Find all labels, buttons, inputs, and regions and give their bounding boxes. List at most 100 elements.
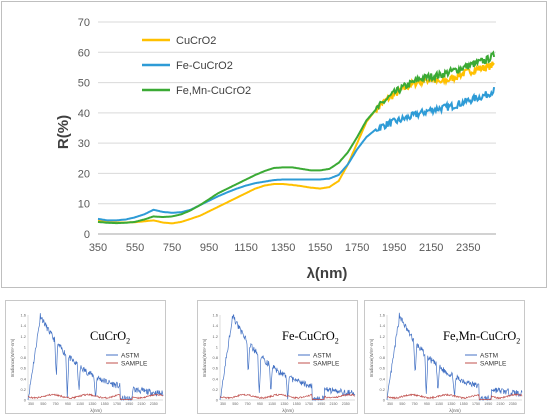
x-tick-label: 1550 — [460, 402, 468, 406]
y-tick-label: 0.8 — [20, 355, 26, 360]
y-axis-label: Irradiance(W/m²·nm) — [202, 338, 207, 377]
x-tick-label: 2150 — [330, 402, 338, 406]
sample-line — [220, 393, 356, 400]
y-tick-label: 1.2 — [379, 334, 385, 339]
x-tick-label: 1150 — [435, 402, 443, 406]
x-tick-label: 1350 — [88, 402, 96, 406]
x-tick-label: 750 — [245, 402, 251, 406]
legend-label: ASTM — [480, 353, 498, 360]
x-tick-label: 950 — [424, 402, 430, 406]
x-tick-label: 750 — [412, 402, 418, 406]
y-tick-label: 1.4 — [379, 323, 385, 328]
series-line-fe-cucro2 — [97, 86, 496, 222]
x-tick-label: 1750 — [113, 402, 121, 406]
x-tick-label: 1750 — [472, 402, 480, 406]
x-axis-label: λ(nm) — [449, 408, 461, 413]
y-tick-label: 0.6 — [20, 366, 26, 371]
y-tick-label: 50 — [78, 78, 90, 90]
y-tick-label: 0.4 — [20, 376, 26, 381]
y-tick-label: 0.4 — [212, 376, 218, 381]
y-tick-label: 1.4 — [20, 323, 26, 328]
y-tick-label: 70 — [78, 17, 90, 29]
x-tick-label: 1350 — [271, 242, 295, 254]
irradiance-panel-cucro2: 0 0.2 0.4 0.6 0.8 1 1.2 1.4 1.6 350 550 750 950 1150 1… — [5, 300, 166, 414]
astm-line — [219, 314, 356, 402]
series-line-cucro2 — [97, 61, 495, 225]
x-tick-label: 2150 — [138, 402, 146, 406]
x-tick-label: 1150 — [76, 402, 84, 406]
x-tick-label: 950 — [200, 242, 218, 254]
y-tick-label: 0.8 — [379, 355, 385, 360]
x-tick-label: 950 — [65, 402, 71, 406]
x-tick-label: 1950 — [484, 402, 492, 406]
x-tick-label: 1950 — [125, 402, 133, 406]
x-tick-label: 1950 — [317, 402, 325, 406]
x-tick-label: 1550 — [308, 242, 332, 254]
irradiance-panel-fe-mn-cucro2: 0 0.2 0.4 0.6 0.8 1 1.2 1.4 1.6 350 550 750 950 1150 1… — [364, 300, 525, 414]
x-tick-label: 2350 — [456, 242, 480, 254]
y-tick-label: 1 — [383, 344, 386, 349]
astm-line — [386, 312, 523, 401]
y-tick-label: 40 — [78, 108, 90, 120]
x-tick-label: 1550 — [293, 402, 301, 406]
irradiance-chart-fe-mn-cucro2: 0 0.2 0.4 0.6 0.8 1 1.2 1.4 1.6 350 550 750 950 1150 1… — [369, 312, 523, 413]
y-tick-label: 1.2 — [212, 334, 218, 339]
x-axis-label: λ(nm) — [282, 408, 294, 413]
x-tick-label: 350 — [28, 402, 34, 406]
y-tick-label: 0.6 — [212, 366, 218, 371]
legend-label: CuCrO2 — [176, 35, 216, 47]
x-tick-label: 2350 — [342, 402, 350, 406]
x-tick-label: 1750 — [345, 242, 369, 254]
x-tick-label: 950 — [257, 402, 263, 406]
irradiance-chart-fe-cucro2: 0 0.2 0.4 0.6 0.8 1 1.2 1.4 1.6 350 550 750 950 1150 1… — [202, 313, 356, 413]
x-tick-label: 1350 — [447, 402, 455, 406]
legend-label: SAMPLE — [480, 361, 507, 368]
y-tick-label: 30 — [78, 138, 90, 150]
sample-line — [28, 393, 164, 400]
x-tick-label: 2350 — [509, 402, 517, 406]
legend-label: SAMPLE — [121, 361, 148, 368]
x-tick-label: 1150 — [268, 402, 276, 406]
y-tick-label: 0.8 — [212, 355, 218, 360]
x-tick-label: 350 — [89, 242, 107, 254]
x-tick-label: 1550 — [101, 402, 109, 406]
panel-title: Fe,Mn-CuCrO2 — [443, 329, 521, 346]
x-tick-label: 350 — [220, 402, 226, 406]
astm-line — [27, 313, 164, 402]
x-tick-label: 2350 — [150, 402, 158, 406]
y-tick-label: 0.2 — [20, 387, 26, 392]
reflectance-chart-panel: 0 10 20 30 40 50 60 70 350 550 750 950 1150 1350 1550 1… — [1, 1, 547, 288]
x-tick-label: 2150 — [497, 402, 505, 406]
x-tick-label: 550 — [40, 402, 46, 406]
y-tick-label: 60 — [78, 47, 90, 59]
x-tick-label: 550 — [126, 242, 144, 254]
legend-label: Fe,Mn-CuCrO2 — [176, 85, 251, 97]
x-tick-label: 750 — [163, 242, 181, 254]
x-axis-label: λ(nm) — [90, 408, 102, 413]
legend-label: SAMPLE — [313, 361, 340, 368]
x-tick-label: 1950 — [382, 242, 406, 254]
panel-title: CuCrO2 — [90, 329, 131, 346]
y-axis-label: Irradiance(W/m²·nm) — [369, 338, 374, 377]
y-tick-label: 1.6 — [379, 313, 385, 318]
y-tick-label: 0.2 — [212, 387, 218, 392]
x-tick-label: 750 — [53, 402, 59, 406]
x-tick-label: 2150 — [419, 242, 443, 254]
x-tick-label: 1150 — [234, 242, 258, 254]
y-tick-label: 0 — [383, 398, 386, 403]
x-axis-label: λ(nm) — [307, 265, 348, 282]
y-tick-label: 0 — [84, 229, 90, 241]
irradiance-panel-fe-cucro2: 0 0.2 0.4 0.6 0.8 1 1.2 1.4 1.6 350 550 750 950 1150 1… — [197, 300, 358, 414]
y-tick-label: 0.4 — [379, 376, 385, 381]
y-tick-label: 10 — [78, 199, 90, 211]
y-axis-label: Irradiance(W/m²·nm) — [10, 338, 15, 377]
legend-label: ASTM — [313, 353, 331, 360]
y-tick-label: 0.6 — [379, 366, 385, 371]
y-tick-label: 1 — [216, 344, 219, 349]
y-tick-label: 0.2 — [379, 387, 385, 392]
x-tick-label: 550 — [232, 402, 238, 406]
x-tick-label: 1350 — [280, 402, 288, 406]
y-tick-label: 1.2 — [20, 334, 26, 339]
legend-label: ASTM — [121, 353, 139, 360]
